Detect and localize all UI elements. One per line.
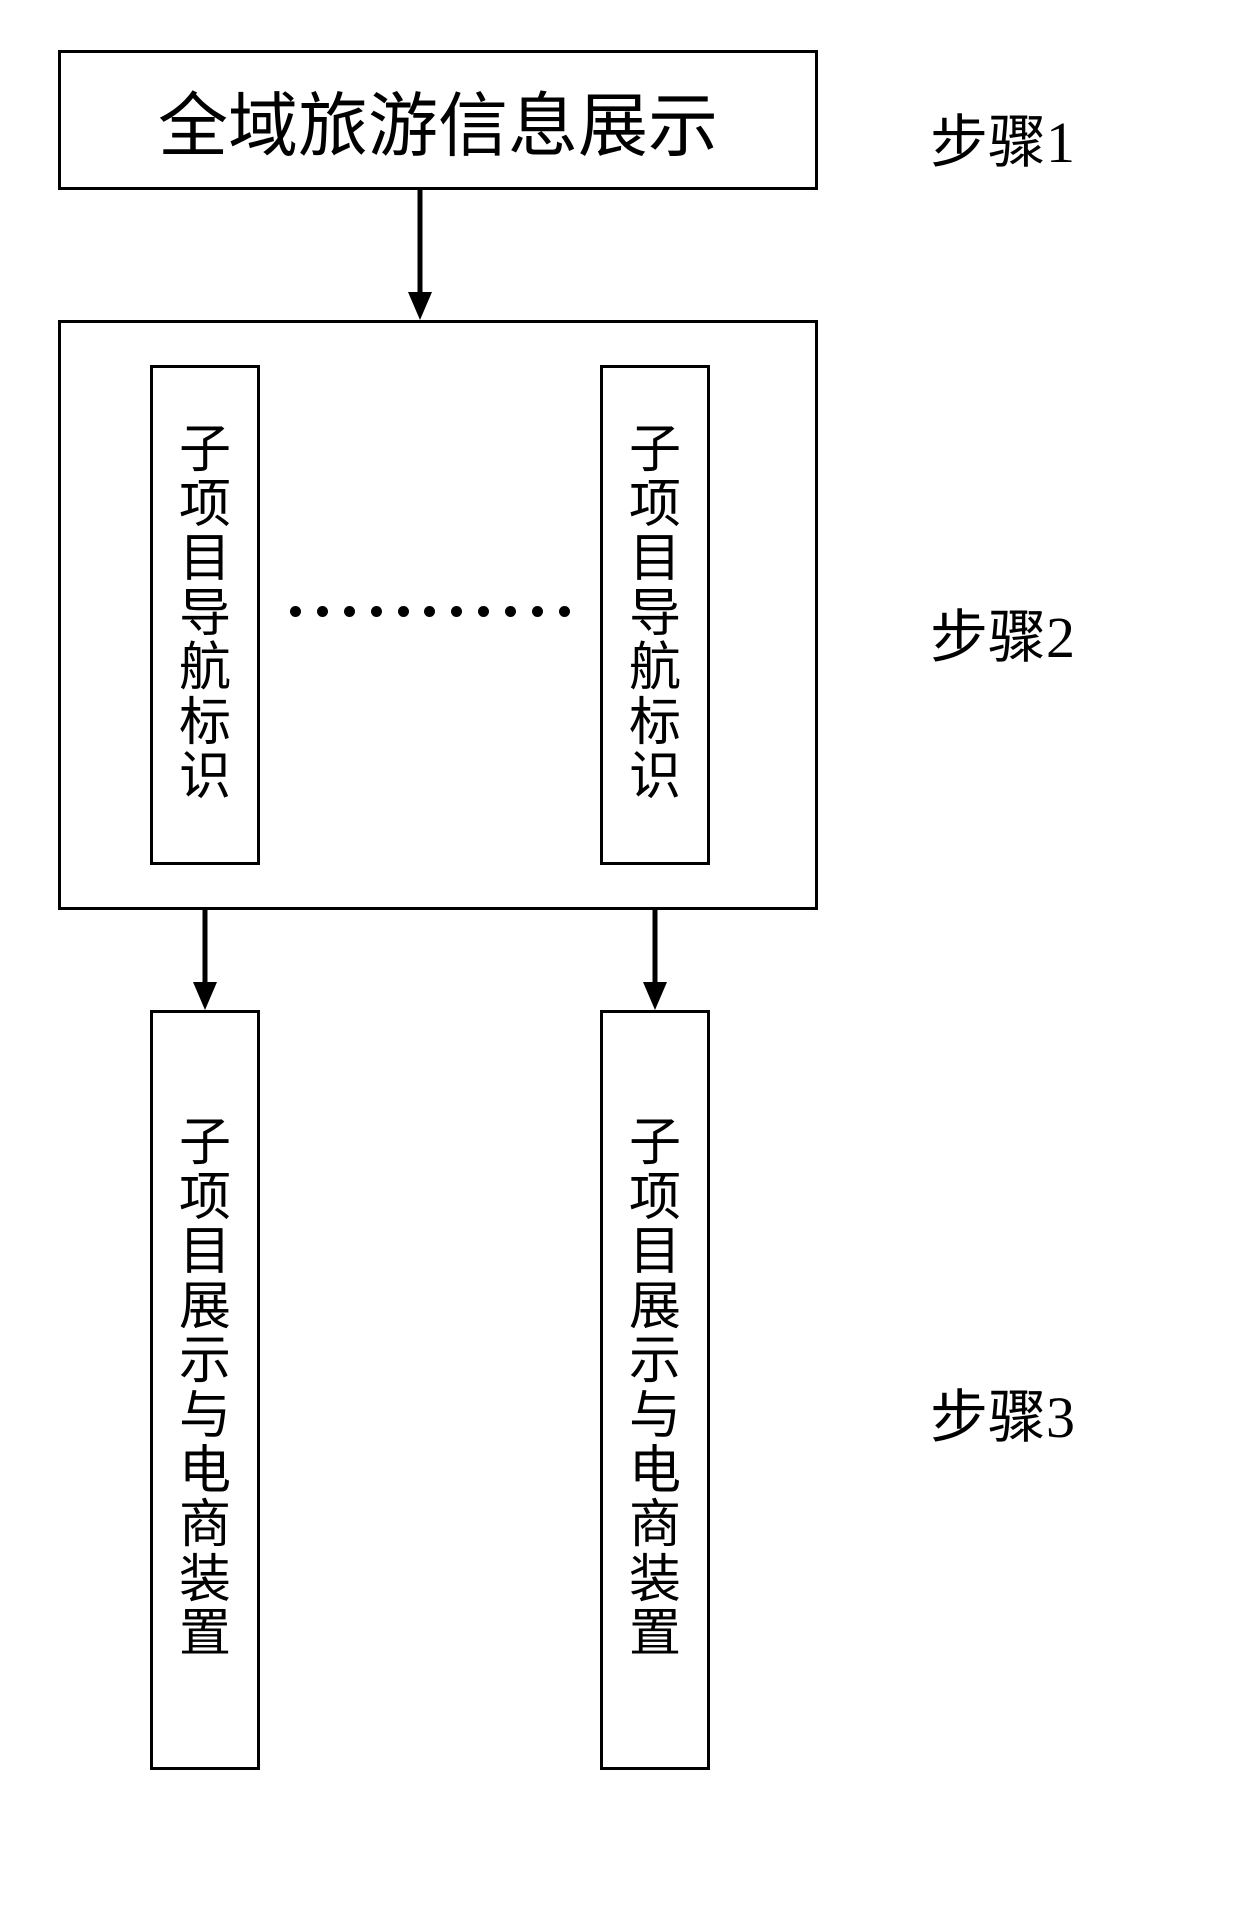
- dot: [424, 606, 435, 617]
- step3-sub-left: 子项目展示与电商装置: [150, 1010, 260, 1770]
- step1-side-label: 步骤1: [930, 95, 1075, 179]
- dot: [371, 606, 382, 617]
- step2-side-label: 步骤2: [930, 590, 1075, 674]
- dot: [532, 606, 543, 617]
- dot: [478, 606, 489, 617]
- arrow-head-2r: [643, 982, 667, 1010]
- arrow-head-1: [408, 292, 432, 320]
- step1-text: 全域旅游信息展示: [158, 70, 718, 171]
- step3-side-label: 步骤3: [930, 1370, 1075, 1454]
- step2-dots: [290, 605, 570, 617]
- dot: [344, 606, 355, 617]
- step1-box: 全域旅游信息展示: [58, 50, 818, 190]
- step2-sub-left: 子项目导航标识: [150, 365, 260, 865]
- arrow-head-2l: [193, 982, 217, 1010]
- dot: [505, 606, 516, 617]
- dot: [398, 606, 409, 617]
- step2-sub-right: 子项目导航标识: [600, 365, 710, 865]
- dot: [451, 606, 462, 617]
- dot: [290, 606, 301, 617]
- dot: [559, 606, 570, 617]
- step3-sub-right: 子项目展示与电商装置: [600, 1010, 710, 1770]
- dot: [317, 606, 328, 617]
- flowchart-canvas: 全域旅游信息展示 步骤1 子项目导航标识 子项目导航标识 步骤2 子项目展示与电…: [0, 0, 1240, 1931]
